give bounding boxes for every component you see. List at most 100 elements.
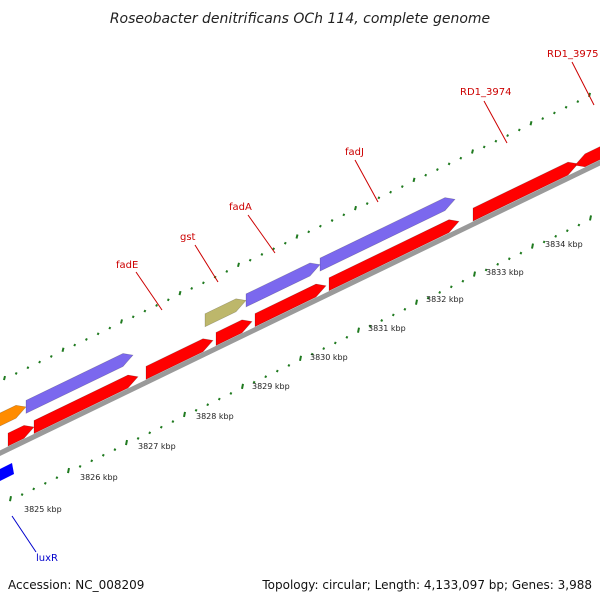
outer-tick [529,120,533,126]
outer-tick [365,202,369,205]
inner-tick [496,262,500,266]
outer-tick [330,219,334,222]
outer-tick [120,319,123,324]
inner-tick [206,403,210,407]
tick-label-3828: 3828 kbp [196,412,234,421]
gene-label-leader [135,271,163,311]
inner-tick [101,453,105,457]
tick-label-3827: 3827 kbp [138,442,176,451]
inner-tick [426,296,430,300]
outer-tick [447,162,451,166]
purple-gene-arrow [319,197,456,272]
gene-label-leader [571,61,595,106]
inner-tick [403,307,407,311]
cds-arrow [33,374,139,435]
inner-tick [484,268,488,272]
inner-tick [368,324,372,328]
inner-tick [55,476,59,480]
gene-label-fadA: fadA [229,202,252,213]
inner-tick [415,299,418,305]
inner-tick [90,459,94,463]
inner-tick [565,229,569,233]
outer-tick [295,234,299,239]
outer-tick [459,156,463,160]
outer-tick [96,332,100,336]
inner-tick [449,285,453,289]
outer-tick [436,168,439,171]
gene-label-RD1_3975: RD1_3975 [547,49,598,60]
gene-label-leader [11,515,37,553]
outer-tick [14,371,18,375]
inner-tick [125,439,128,446]
outer-tick [108,326,112,330]
tick-label-3831: 3831 kbp [368,324,406,333]
inner-tick [9,495,12,502]
outer-tick [61,347,65,352]
inner-tick [194,408,198,412]
inner-tick [391,313,395,317]
cds-arrow [215,319,253,346]
luxR-gene-arrow [0,463,14,481]
outer-tick [482,145,486,149]
inner-tick [438,290,442,294]
tick-labels: 3825 kbp 3826 kbp 3827 kbp 3828 kbp 3829 kbp… [24,240,583,514]
outer-tick [424,173,428,177]
tick-label-3834: 3834 kbp [545,240,583,249]
inner-tick [20,493,24,496]
outer-tick [541,117,545,121]
outer-tick [225,270,229,273]
outer-tick [260,253,264,256]
inner-tick [136,436,140,440]
inner-tick [159,425,163,429]
inner-tick [171,420,175,424]
gene-label-luxR: luxR [36,553,58,564]
outer-tick [166,298,170,302]
cds-arrow [254,283,327,328]
gene-label-RD1_3974: RD1_3974 [460,87,511,98]
inner-tick [148,431,152,435]
inner-tick [264,375,268,379]
inner-tick [113,448,117,452]
outer-tick [202,281,205,285]
inner-tick [32,487,36,491]
tick-label-3830: 3830 kbp [310,353,348,362]
outer-tick [471,149,474,154]
outer-tick [73,343,77,347]
gene-label-leader [483,100,508,144]
outer-tick [400,185,404,188]
tick-label-3833: 3833 kbp [486,268,524,277]
outer-tick [506,134,509,138]
tick-label-3832: 3832 kbp [426,295,464,304]
accession-text: Accession: NC_008209 [8,578,145,592]
inner-tick [183,411,186,418]
outer-tick [354,205,357,211]
outer-tick [283,241,287,245]
inner-tick-marks [9,215,592,502]
tick-label-3829: 3829 kbp [252,382,290,391]
cds-arrow [472,161,579,222]
cds-arrow [574,146,600,168]
inner-tick [554,234,558,238]
inner-tick [241,383,244,390]
inner-tick [542,240,546,244]
inner-tick [380,319,384,322]
inner-tick [252,380,256,384]
outer-tick [576,100,580,104]
outer-tick [237,262,240,268]
outer-tick [3,375,6,381]
outer-tick [143,309,147,313]
outer-tick [564,105,568,109]
gene-label-fadJ: fadJ [345,147,364,158]
genome-summary-text: Topology: circular; Length: 4,133,097 bp… [262,578,592,592]
outer-tick [377,196,381,200]
genome-backbone [0,160,600,456]
gene-label-fadE: fadE [116,260,138,271]
gene-label-gst: gst [180,232,196,243]
inner-tick [229,392,233,395]
inner-tick [78,465,82,468]
outer-tick [49,354,53,358]
inner-tick [519,251,523,255]
inner-tick [43,481,47,485]
outer-tick [85,337,88,341]
